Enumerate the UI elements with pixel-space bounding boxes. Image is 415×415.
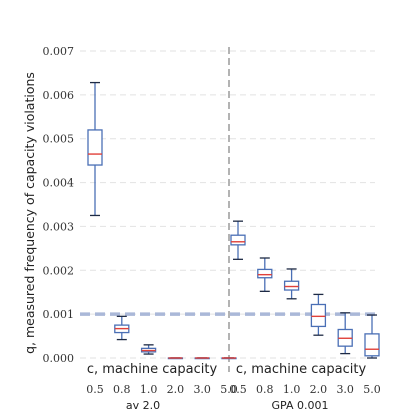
box-0.8 <box>114 315 130 341</box>
box-0.5 <box>87 81 103 217</box>
box-3.0 <box>337 312 353 355</box>
box-5.0 <box>364 314 380 359</box>
y-tick-labels: 0.000 0.001 0.002 0.003 0.004 0.005 0.006 0.007 <box>43 45 75 365</box>
x-tick-labels: 0.5 0.8 1.0 2.0 3.0 5.00.5 0.8 1.0 2.0 3.0 5.0 <box>86 383 381 396</box>
x-tick-label: 3.0 <box>193 383 211 396</box>
x-tick-label: 3.0 <box>336 383 354 396</box>
y-tick-label: 0.005 <box>43 133 75 146</box>
box-0.5 <box>230 220 246 260</box>
x-tick-label: 0.5 <box>229 383 247 396</box>
box-body <box>230 234 246 246</box>
x-tick-label: 2.0 <box>167 383 185 396</box>
x-tick-label: 0.8 <box>113 383 131 396</box>
x-axis-label-left: c, machine capacity <box>87 362 218 377</box>
x-axis-label-right: c, machine capacity <box>236 362 367 377</box>
y-tick-label: 0.001 <box>43 308 75 321</box>
group-label-left: av 2.0 <box>126 399 160 412</box>
box-3.0 <box>194 357 210 360</box>
y-tick-label: 0.006 <box>43 89 75 102</box>
box-body <box>257 268 273 279</box>
y-tick-label: 0.007 <box>43 45 75 58</box>
box-body <box>364 333 380 357</box>
box-body <box>283 280 300 291</box>
grid-lines <box>80 50 375 359</box>
x-tick-label: 5.0 <box>220 383 238 396</box>
box-body <box>87 129 103 166</box>
y-tick-label: 0.002 <box>43 264 75 277</box>
box-5.0 <box>221 357 237 360</box>
x-tick-label: 0.5 <box>86 383 104 396</box>
x-tick-label: 5.0 <box>363 383 381 396</box>
y-tick-label: 0.000 <box>43 352 75 365</box>
box-2.0 <box>310 293 327 336</box>
boxes <box>87 81 380 360</box>
y-tick-label: 0.003 <box>43 220 75 233</box>
x-tick-label: 1.0 <box>283 383 301 396</box>
box-1.0 <box>283 268 300 300</box>
box-body <box>310 303 327 328</box>
x-tick-label: 2.0 <box>310 383 328 396</box>
x-tick-label: 1.0 <box>140 383 158 396</box>
box-0.8 <box>257 257 273 292</box>
y-axis-label: q, measured frequency of capacity violat… <box>22 72 37 354</box>
y-tick-label: 0.004 <box>43 177 75 190</box>
box-1.0 <box>140 344 157 355</box>
x-tick-label: 0.8 <box>256 383 274 396</box>
group-label-right: GPA 0.001 <box>272 399 329 412</box>
box-2.0 <box>167 357 184 360</box>
